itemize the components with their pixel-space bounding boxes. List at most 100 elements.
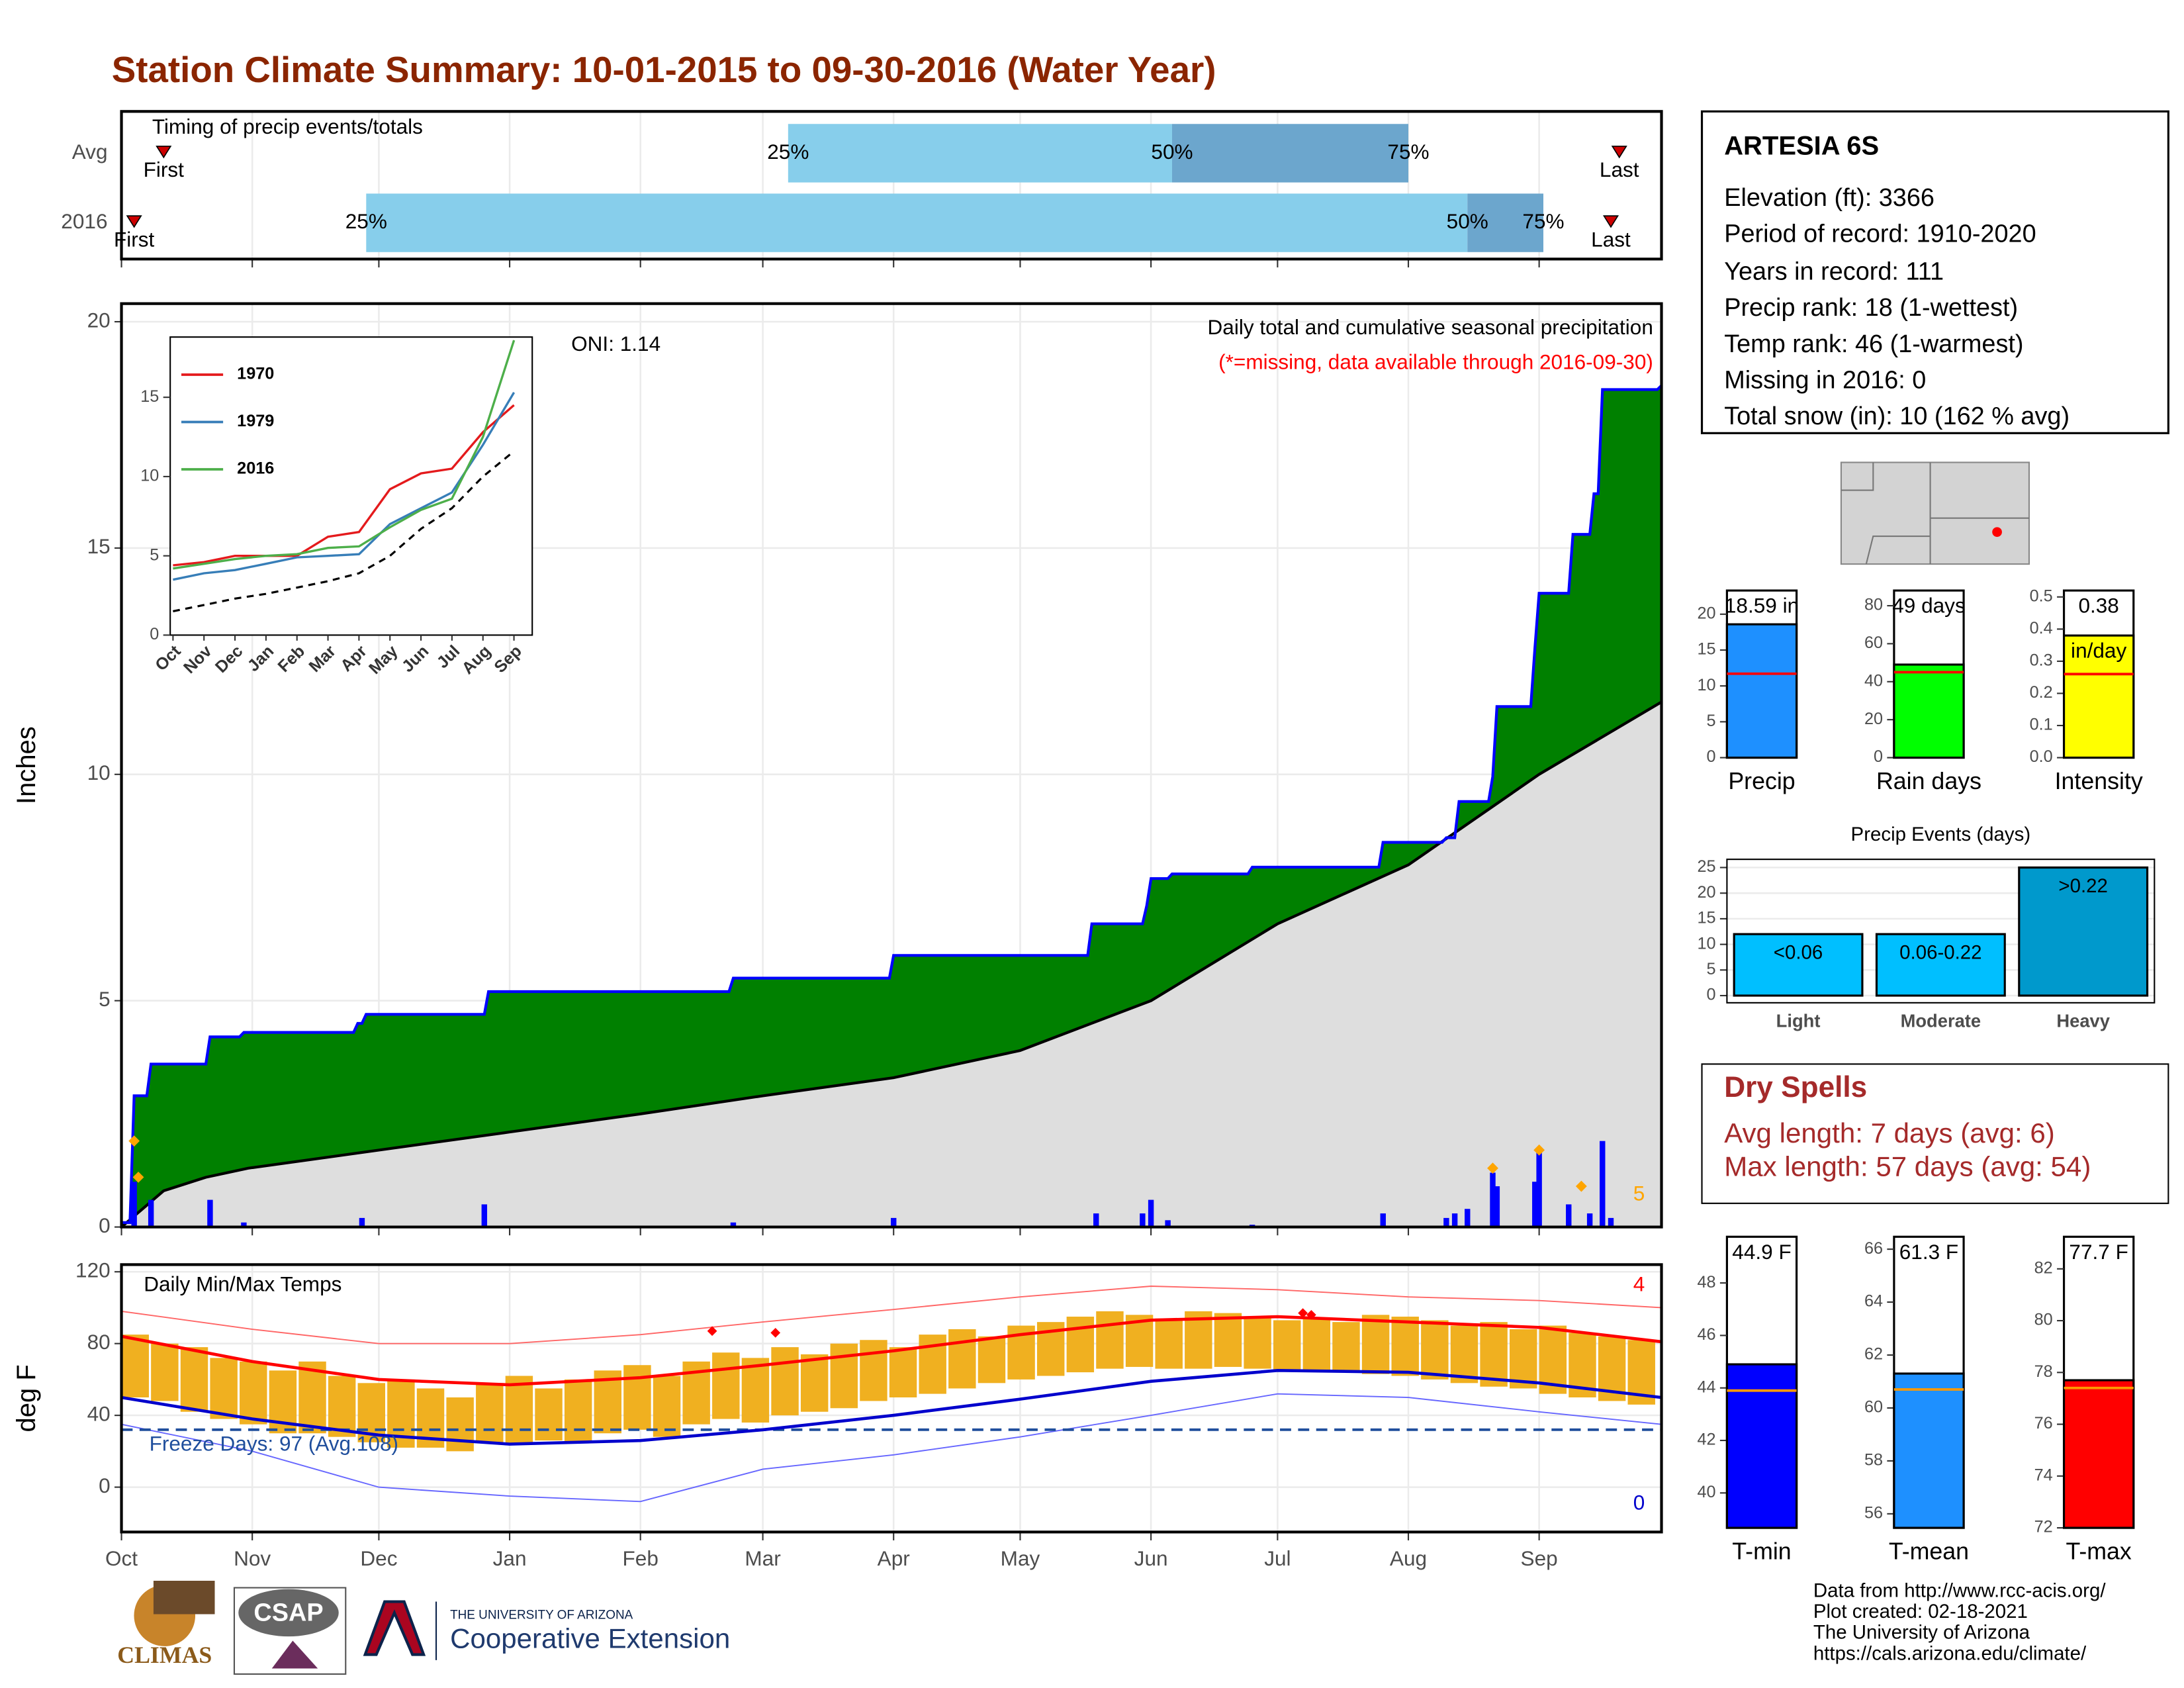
freeze-annotation: Freeze Days: 97 (Avg.108) bbox=[150, 1431, 398, 1455]
panel-frame bbox=[120, 1263, 1663, 1534]
temp-range-bar bbox=[1510, 1329, 1537, 1389]
legend-label: 2016 bbox=[237, 459, 274, 478]
y-tick-label: 80 bbox=[87, 1330, 111, 1354]
temp-range-bar bbox=[240, 1361, 267, 1425]
temp-range-bar bbox=[564, 1379, 592, 1442]
y-tick-label: 0 bbox=[1874, 747, 1883, 766]
y-tick-label: 15 bbox=[1697, 909, 1715, 927]
heavy-marker bbox=[1533, 1144, 1545, 1156]
temp-range-bar bbox=[1391, 1317, 1419, 1376]
daily-bar bbox=[481, 1204, 488, 1227]
temp-range-bar bbox=[446, 1397, 474, 1452]
ua-name: THE UNIVERSITY OF ARIZONA bbox=[450, 1609, 633, 1622]
value-label: 61.3 F bbox=[1899, 1240, 1958, 1264]
daily-bar bbox=[891, 1217, 897, 1227]
annotation: Daily total and cumulative seasonal prec… bbox=[1208, 315, 1653, 339]
daily-bar bbox=[131, 1182, 137, 1227]
station-line: Precip rank: 18 (1-wettest) bbox=[1724, 294, 2018, 322]
y-tick-label: 56 bbox=[1864, 1504, 1883, 1523]
y-tick-label: 62 bbox=[1864, 1345, 1883, 1364]
station-frame bbox=[1700, 110, 2169, 434]
daily-bar bbox=[730, 1222, 737, 1227]
timing-label: 50% bbox=[1447, 209, 1488, 233]
y-tick-label: 60 bbox=[1864, 633, 1883, 652]
y-tick-label: 15 bbox=[140, 387, 159, 406]
x-tick-label: Aug bbox=[1390, 1546, 1427, 1570]
temp-range-bar bbox=[151, 1343, 179, 1401]
daily-bar bbox=[1566, 1204, 1572, 1227]
timing-label: Last bbox=[1591, 227, 1631, 251]
temp-range-bar bbox=[771, 1347, 799, 1416]
location-map bbox=[1840, 461, 2030, 565]
y-tick-label: 60 bbox=[1864, 1398, 1883, 1417]
temp-range-bar bbox=[948, 1329, 976, 1389]
temp-range-bar bbox=[830, 1343, 858, 1409]
series-line bbox=[173, 404, 515, 567]
station-line: Temp rank: 46 (1-warmest) bbox=[1724, 330, 2023, 358]
record-low-line bbox=[121, 1393, 1662, 1503]
y-tick-label: 120 bbox=[75, 1258, 111, 1282]
daily-bar bbox=[241, 1222, 247, 1227]
quartile-bar bbox=[1467, 193, 1544, 252]
heavy-marker bbox=[128, 1135, 140, 1147]
x-tick-label: Heavy bbox=[2056, 1011, 2110, 1031]
credits: Data from http://www.rcc-acis.org/ Plot … bbox=[1813, 1580, 2106, 1665]
y-tick-label: 42 bbox=[1697, 1430, 1715, 1449]
x-tick-label: Oct bbox=[105, 1546, 138, 1570]
y-tick-label: 58 bbox=[1864, 1451, 1883, 1470]
event-bar bbox=[1875, 933, 2006, 997]
marker-count: 5 bbox=[1633, 1182, 1645, 1205]
timing-label: 25% bbox=[767, 140, 809, 164]
timing-title: Timing of precip events/totals bbox=[152, 115, 423, 138]
temp-range-bar bbox=[712, 1352, 740, 1419]
x-tick-label: Sep bbox=[1521, 1546, 1558, 1570]
daily-bar bbox=[207, 1199, 213, 1227]
page-title: Station Climate Summary: 10-01-2015 to 0… bbox=[112, 49, 1216, 90]
credit-line: https://cals.arizona.edu/climate/ bbox=[1813, 1642, 2087, 1664]
temp-range-bar bbox=[1450, 1325, 1479, 1383]
csap-logo: CSAP bbox=[253, 1599, 323, 1626]
record-marker bbox=[770, 1328, 781, 1338]
daily-bar bbox=[148, 1199, 154, 1227]
panel-frame bbox=[1726, 859, 2156, 1004]
value-label: 0.06-0.22 bbox=[1899, 941, 1981, 963]
y-tick-label: 66 bbox=[1864, 1239, 1883, 1258]
summary-bar bbox=[1725, 623, 1798, 759]
dry-line: Avg length: 7 days (avg: 6) bbox=[1724, 1117, 2055, 1149]
temp-range-bar bbox=[505, 1376, 533, 1444]
temp-range-bar bbox=[978, 1336, 1006, 1383]
dry-spells-box: Dry Spells Avg length: 7 days (avg: 6) M… bbox=[1701, 1063, 2169, 1204]
map-borders bbox=[1841, 462, 2029, 565]
temp-range-bar bbox=[476, 1383, 504, 1442]
station-line: Missing in 2016: 0 bbox=[1724, 366, 1926, 394]
record-high-count: 4 bbox=[1633, 1272, 1645, 1295]
temp-range-bar bbox=[889, 1347, 917, 1398]
quartile-bar bbox=[366, 193, 1468, 252]
temp-range-bar bbox=[1066, 1317, 1095, 1373]
temp-title: Daily Min/Max Temps bbox=[144, 1272, 341, 1295]
y-tick-label: 0 bbox=[99, 1213, 111, 1237]
daily-bar bbox=[1380, 1213, 1386, 1227]
daily-bar bbox=[1140, 1213, 1146, 1227]
temp-range-bar bbox=[1421, 1320, 1449, 1380]
temp-range-bar bbox=[800, 1354, 829, 1412]
y-tick-label: 20 bbox=[1697, 604, 1715, 623]
series-line bbox=[173, 392, 516, 581]
record-high-line bbox=[121, 1286, 1662, 1344]
temp-range-bar bbox=[860, 1340, 887, 1401]
legend-label: 1970 bbox=[237, 365, 274, 383]
category-label: Rain days bbox=[1876, 768, 1981, 794]
quartile-bar bbox=[1171, 124, 1409, 183]
ua-extension: Cooperative Extension bbox=[450, 1623, 730, 1654]
panel-frame bbox=[120, 110, 1663, 261]
value-label: 0.38 bbox=[2078, 594, 2118, 618]
category-label: Precip bbox=[1728, 768, 1795, 794]
climas-emblem bbox=[153, 1580, 215, 1615]
y-axis-label: Inches bbox=[12, 726, 41, 804]
normal-low-line bbox=[121, 1368, 1662, 1446]
y-tick-label: 10 bbox=[1697, 676, 1715, 694]
y-tick-label: 5 bbox=[99, 987, 111, 1011]
dry-frame bbox=[1701, 1063, 2169, 1204]
timing-label: First bbox=[114, 227, 155, 251]
y-tick-label: 72 bbox=[2034, 1518, 2053, 1536]
